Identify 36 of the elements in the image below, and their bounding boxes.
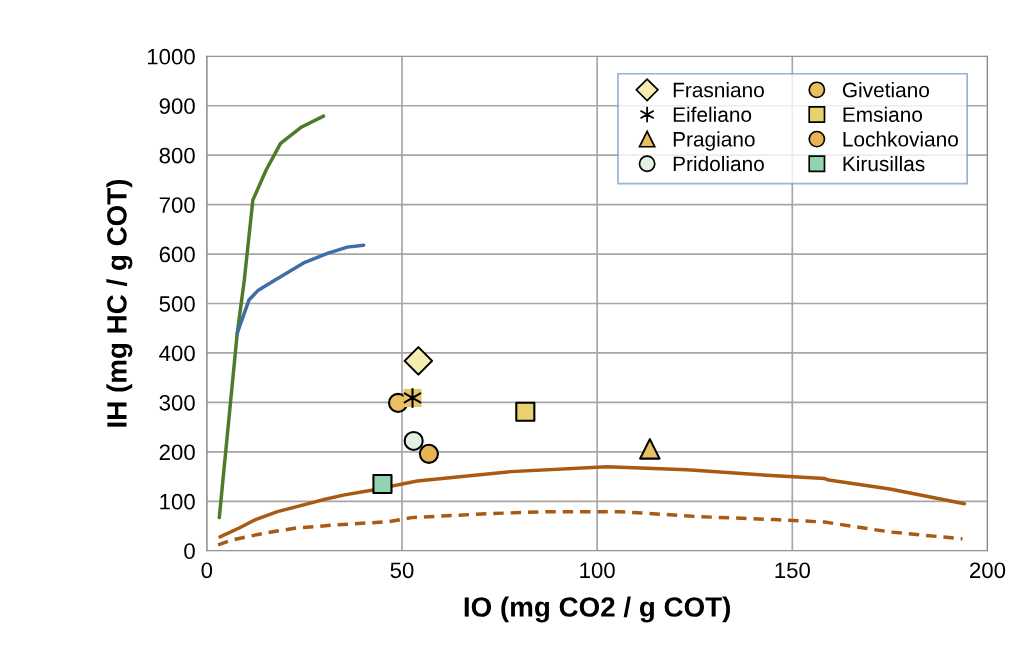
- y-tick-label: 200: [159, 444, 195, 461]
- y-tick-label: 900: [159, 98, 195, 114]
- legend-label: Eifeliano: [673, 106, 752, 122]
- point: [403, 430, 424, 452]
- legend-label: Frasniano: [673, 82, 764, 98]
- y-tick-label: 1000: [147, 48, 195, 65]
- x-tick-label: 200: [970, 562, 1006, 579]
- legend-label: Kirusillas: [843, 155, 925, 172]
- x-tick-label: 150: [775, 562, 810, 579]
- y-tick-label: 400: [159, 345, 195, 362]
- y-axis-title: IH (mg HC / g COT): [106, 179, 133, 427]
- legend-label: Pridoliano: [673, 155, 764, 172]
- x-tick-label: 0: [201, 562, 213, 579]
- y-tick-label: 700: [159, 197, 195, 213]
- x-axis-title: IO (mg CO2 / g COT): [464, 596, 731, 623]
- point: [515, 401, 536, 422]
- y-tick-label: 0: [184, 543, 195, 560]
- line-series: [235, 243, 366, 335]
- y-tick-label: 600: [159, 246, 195, 263]
- line-series: [218, 464, 967, 539]
- y-tick-label: 800: [159, 147, 195, 164]
- line-series: [217, 114, 326, 520]
- point: [403, 346, 434, 376]
- legend-label: Pragiano: [673, 131, 755, 151]
- legend-label: Lochkoviano: [843, 131, 958, 147]
- point: [372, 473, 393, 495]
- y-tick-label: 100: [160, 493, 195, 510]
- x-tick-label: 50: [390, 562, 414, 579]
- line-series: [216, 509, 965, 547]
- point: [639, 438, 661, 460]
- legend-label: Emsiano: [843, 106, 923, 122]
- point: [418, 443, 439, 464]
- x-tick-label: 100: [580, 562, 615, 579]
- legend-label: Givetiano: [842, 82, 929, 98]
- y-tick-label: 300: [159, 394, 195, 411]
- y-tick-label: 500: [159, 296, 195, 312]
